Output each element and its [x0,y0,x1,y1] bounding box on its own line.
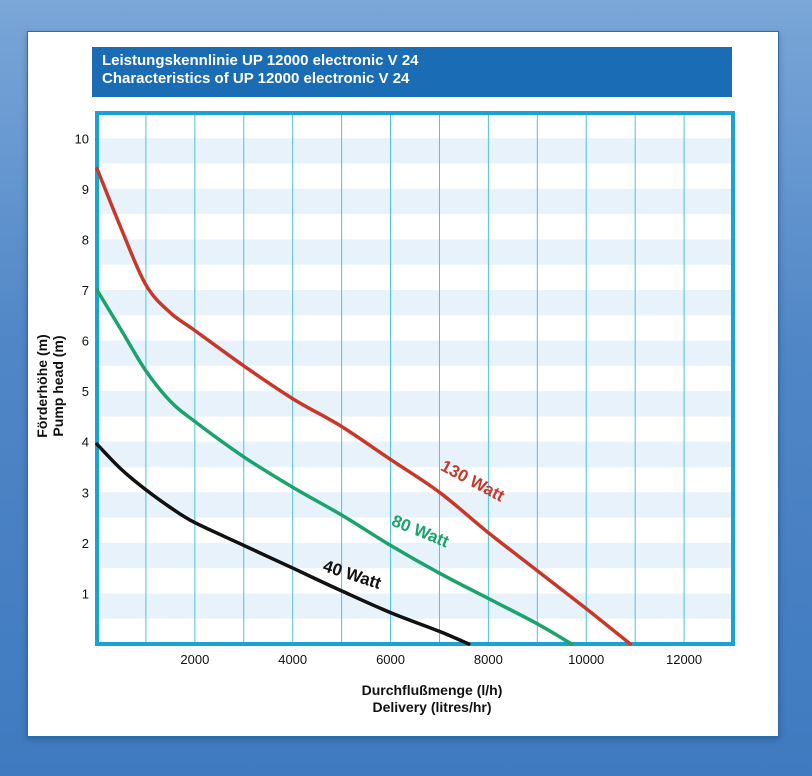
x-tick-label: 8000 [474,652,503,667]
y-tick-label: 5 [82,384,89,399]
plot-band [97,138,733,164]
x-tick-label: 12000 [666,652,702,667]
y-tick-label: 2 [82,536,89,551]
plot-band [97,441,733,467]
chart-title: Leistungskennlinie UP 12000 electronic V… [92,47,732,97]
plot-band [97,188,733,215]
plot-frame [95,111,735,646]
y-tick-label: 10 [75,131,89,146]
x-axis-label-line-1: Durchflußmenge (l/h) [361,682,503,698]
chart-title-line-1: Leistungskennlinie UP 12000 electronic V… [102,52,419,69]
y-tick-label: 8 [82,232,89,247]
plot-band [97,492,733,518]
plot-band [97,593,733,619]
x-tick-label: 10000 [568,652,604,667]
series-line-0 [95,166,633,646]
y-tick-label: 3 [82,485,89,500]
x-axis-label-line-2: Delivery (litres/hr) [372,699,492,715]
x-tick-label: 6000 [376,652,405,667]
plot-band [97,391,733,417]
y-tick-label: 6 [82,334,89,349]
y-tick-label: 7 [82,283,89,298]
x-tick-label: 4000 [278,652,307,667]
plot-band [97,542,733,569]
plot-band [97,239,733,265]
y-tick-label: 4 [82,435,89,450]
series-line-1 [95,288,574,646]
chart-title-line-2: Characteristics of UP 12000 electronic V… [102,70,410,87]
series-line-2 [95,442,471,646]
plot-band [97,290,733,316]
plot-band [97,340,733,366]
x-tick-label: 2000 [180,652,209,667]
y-tick-label: 9 [82,182,89,197]
y-tick-label: 1 [82,586,89,601]
x-axis-label: Durchflußmenge (l/h) Delivery (litres/hr… [232,682,632,716]
